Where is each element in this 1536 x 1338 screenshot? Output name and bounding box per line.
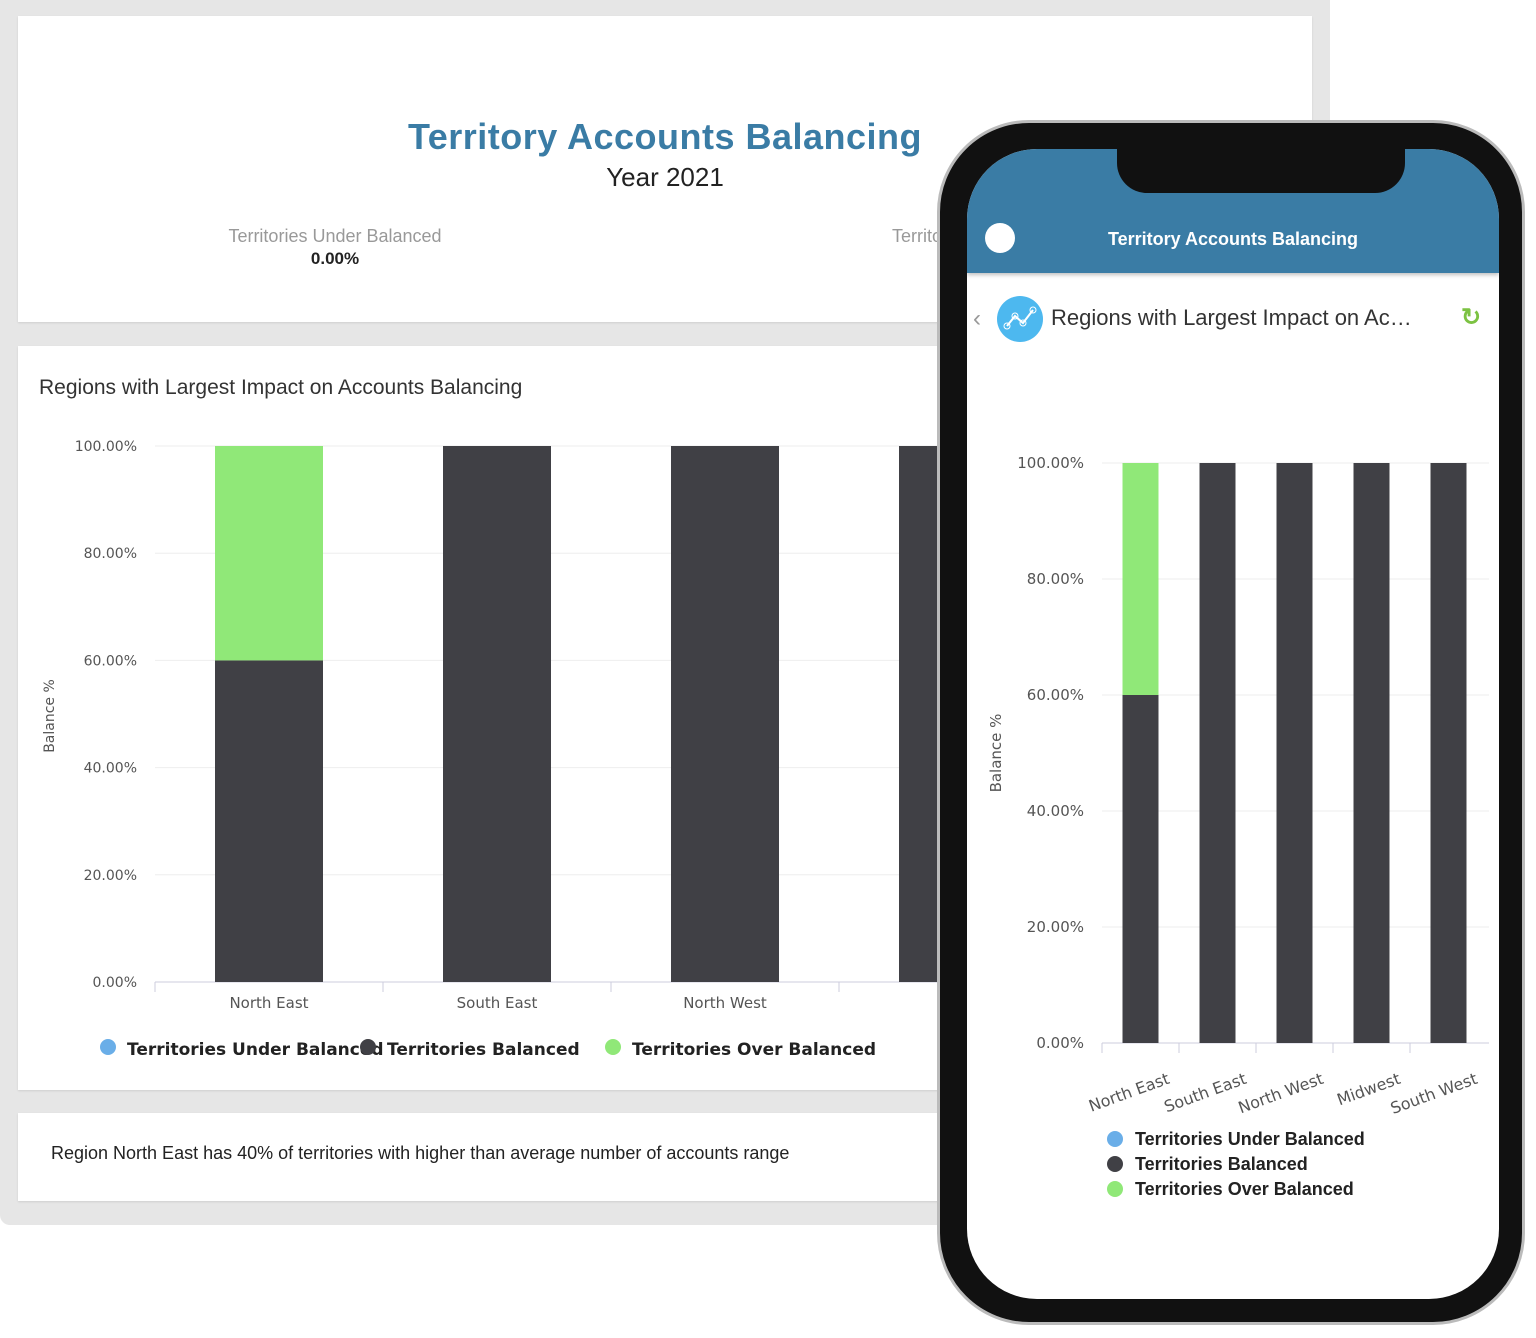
app-logo-icon [985,223,1015,253]
x-tick-label: South East [1161,1069,1248,1116]
legend-dot [100,1039,116,1055]
bar-south-east-1 [1199,463,1236,1043]
insight-note: Region North East has 40% of territories… [51,1143,790,1163]
legend-dot [1107,1181,1123,1197]
y-tick-label: 40.00% [1027,802,1084,820]
dashboard-subtitle: Year 2021 [606,162,724,192]
kpi-balanced: Territo [892,226,942,247]
kpi-under-balanced: Territories Under Balanced 0.00% [185,226,485,269]
y-tick-label: 40.00% [84,761,137,777]
bar-north-east-2 [215,446,323,661]
legend-dot [1107,1131,1123,1147]
kpi-label: Territories Under Balanced [228,226,442,246]
chevron-left-icon[interactable]: ‹ [973,305,981,332]
x-tick-label: North West [1236,1069,1326,1117]
y-tick-label: 0.00% [1036,1034,1084,1052]
y-axis-label: Balance % [987,714,1005,793]
bar-south-west-1 [1430,463,1467,1043]
y-tick-label: 0.00% [93,975,137,991]
y-tick-label: 100.00% [1017,454,1084,472]
bar-north-east-1 [1122,695,1159,1043]
y-tick-label: 20.00% [84,868,137,884]
x-tick-label: South West [1388,1069,1480,1118]
legend-label: Territories Under Balanced [1135,1129,1365,1149]
line-chart-icon [997,296,1043,342]
kpi-label: Territo [892,226,943,246]
bar-north-east-2 [1122,463,1159,695]
legend-label: Territories Balanced [1135,1154,1308,1174]
mobile-chart: 0.00% 20.00% 40.00% 60.00% 80.00% 100.00% Bala… [987,454,1489,1118]
phone-screen: Territory Accounts Balancing ‹ Regions w… [967,149,1499,1299]
bar-north-west-1 [1276,463,1313,1043]
chart-title: Regions with Largest Impact on Accounts … [39,376,523,399]
x-tick-label: North West [683,994,767,1012]
y-tick-label: 60.00% [84,653,137,669]
phone-notch [1117,149,1405,193]
y-tick-label: 60.00% [1027,686,1084,704]
bar-north-east-1 [215,660,323,982]
legend-label-under: Territories Under Balanced [127,1040,384,1060]
chart-header: ‹ Regions with Largest Impact on Ac… ↻ [967,296,1499,343]
legend-label: Territories Over Balanced [1135,1179,1354,1199]
legend-label-balanced: Territories Balanced [387,1040,580,1060]
legend-dot [1107,1156,1123,1172]
dashboard-title: Territory Accounts Balancing [407,116,923,157]
refresh-icon[interactable]: ↻ [1461,304,1482,331]
bar-south-east-1 [443,446,551,982]
y-tick-label: 80.00% [1027,570,1084,588]
app-title: Territory Accounts Balancing [1107,229,1359,249]
mobile-legend-under[interactable]: Territories Under Balanced [1107,1129,1365,1150]
x-tick-label: North East [1086,1069,1172,1116]
legend-dot [360,1039,376,1055]
y-tick-label: 100.00% [75,439,137,455]
y-tick-label: 80.00% [84,546,137,562]
y-axis-label: Balance % [42,679,58,753]
mobile-legend-balanced[interactable]: Territories Balanced [1107,1154,1308,1175]
bar-midwest-1 [1353,463,1390,1043]
phone-frame: Territory Accounts Balancing ‹ Regions w… [937,120,1525,1325]
y-tick-label: 20.00% [1027,918,1084,936]
legend-label-over: Territories Over Balanced [632,1040,876,1060]
kpi-value: 0.00% [310,249,360,268]
bar-north-west-1 [671,446,779,982]
x-tick-label: North East [229,994,308,1012]
mobile-legend-over[interactable]: Territories Over Balanced [1107,1179,1354,1200]
legend-dot [605,1039,621,1055]
x-tick-label: South East [457,994,538,1012]
